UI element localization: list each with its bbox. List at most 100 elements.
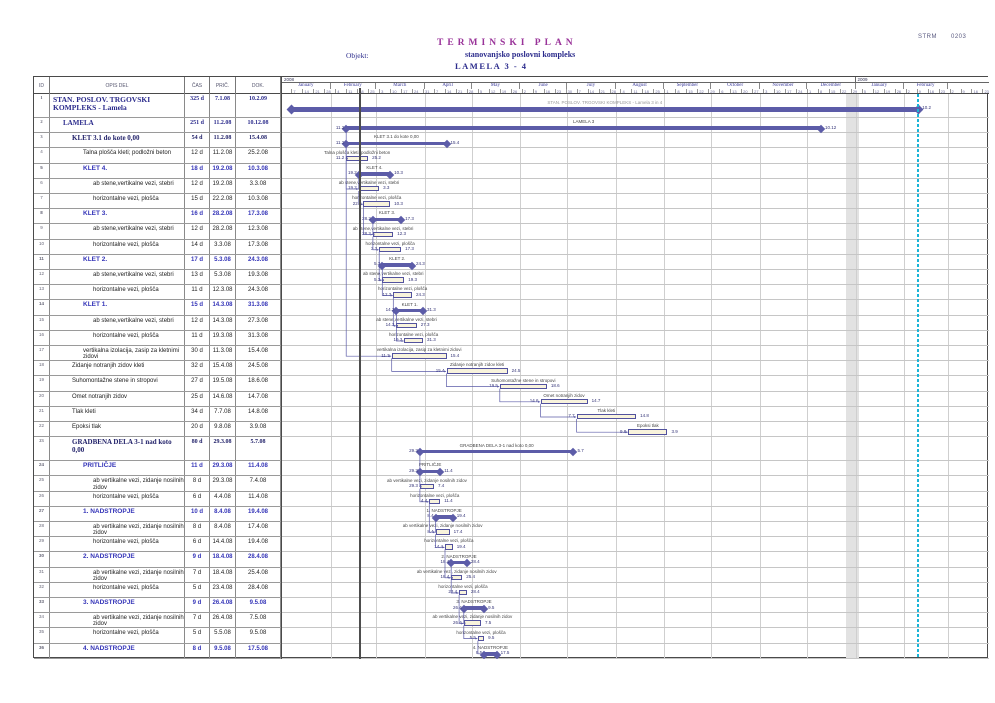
duration: 14 d — [185, 239, 210, 254]
gantt-task-bar[interactable] — [576, 413, 637, 420]
table-row[interactable]: 10 horizontalne vezi, plošča 14 d 3.3.08 17.… — [34, 239, 281, 255]
table-row[interactable]: 18 Zidanje notranjih zidov kleti 32 d 15.4.… — [34, 361, 281, 377]
table-row[interactable]: 27 1. NADSTROPJE 10 d 8.4.08 19.4.08 — [34, 506, 281, 522]
duration: 17 d — [185, 254, 210, 269]
gantt-task-bar[interactable] — [499, 383, 547, 390]
table-row[interactable]: 6 ab stene,vertikalne vezi, stebri 12 d 19.… — [34, 178, 281, 194]
gantt-task-bar[interactable] — [346, 155, 369, 162]
gantt-task-bar[interactable] — [429, 498, 441, 505]
task-name: horizontalne vezi, plošča — [50, 537, 185, 552]
table-row[interactable]: 12 ab stene,vertikalne vezi, stebri 13 d 5.… — [34, 270, 281, 286]
table-row[interactable]: 30 2. NADSTROPJE 9 d 18.4.08 28.4.08 — [34, 552, 281, 568]
gantt-summary-bar[interactable] — [435, 515, 453, 519]
table-row[interactable]: 34 ab vertikalne vezi, zidanje nosilnih z… — [34, 613, 281, 629]
column-header-3: ČAS — [185, 77, 210, 94]
gantt-summary-bar[interactable] — [291, 106, 919, 112]
table-row[interactable]: 36 4. NADSTROPJE 8 d 9.5.08 17.5.08 — [34, 643, 281, 659]
table-row[interactable]: 7 horizontalne vezi, plošča 15 d 22.2.08 10.… — [34, 194, 281, 210]
gantt-task-bar[interactable] — [404, 337, 424, 344]
end-date: 7.5.08 — [236, 613, 281, 628]
gantt-summary-bar[interactable] — [419, 449, 574, 454]
week-tick: 25 — [653, 89, 664, 93]
milestone-diamond[interactable] — [479, 604, 489, 614]
table-row[interactable]: 22 Epoksi tlak 20 d 9.8.08 3.9.08 — [34, 422, 281, 438]
table-row[interactable]: 11 KLET 2. 17 d 5.3.08 24.3.08 — [34, 254, 281, 270]
milestone-diamond[interactable] — [407, 261, 417, 271]
table-row[interactable]: 24 PRITLIČJE 11 d 29.3.08 11.4.08 — [34, 461, 281, 477]
gantt-task-bar[interactable] — [435, 529, 450, 535]
table-row[interactable]: 5 KLET 4. 18 d 19.2.08 10.3.08 — [34, 163, 281, 179]
gantt-task-bar[interactable] — [396, 322, 417, 329]
milestone-diamond[interactable] — [418, 307, 428, 316]
table-row[interactable]: 16 horizontalne vezi, plošča 11 d 19.3.08 31… — [34, 330, 281, 346]
gantt-task-bar[interactable] — [540, 398, 588, 405]
gantt-task-bar[interactable] — [379, 246, 402, 253]
table-row[interactable]: 2 LAMELA 251 d 11.2.08 10.12.08 — [34, 118, 281, 134]
gantt-task-bar[interactable] — [459, 589, 467, 596]
gantt-summary-bar[interactable] — [396, 308, 424, 313]
table-row[interactable]: 17 vertikalna izolacija, zasip za kletnim… — [34, 346, 281, 362]
gantt-task-bar[interactable] — [372, 231, 394, 238]
table-row[interactable]: 33 3. NADSTROPJE 9 d 26.4.08 9.5.08 — [34, 598, 281, 614]
milestone-diamond[interactable] — [396, 215, 406, 225]
bar-end-label: 15.4 — [450, 352, 460, 358]
gantt-summary-bar[interactable] — [463, 606, 485, 610]
table-row[interactable]: 3 KLET 3.1 do kote 0,00 54 d 11.2.08 15.4.08 — [34, 133, 281, 149]
gantt-task-bar[interactable] — [628, 429, 668, 435]
gantt-chart-area[interactable]: STAN. POSLOV. TRGOVSKI KOMPLEKS - Lamela… — [281, 94, 989, 659]
milestone-diamond[interactable] — [816, 124, 826, 134]
row-id: 3 — [34, 133, 50, 148]
end-date: 24.5.08 — [236, 361, 281, 376]
table-row[interactable]: 35 horizontalne vezi, plošča 5 d 5.5.08 9.5.… — [34, 628, 281, 644]
table-row[interactable]: 14 KLET 1. 15 d 14.3.08 31.3.08 — [34, 300, 281, 316]
milestone-diamond[interactable] — [569, 448, 578, 457]
table-row[interactable]: 23 GRADBENA DELA 3-1 nad koto 0,00 80 d 29.… — [34, 437, 281, 462]
bar-end-label: 10.3 — [394, 200, 403, 206]
table-row[interactable]: 8 KLET 3. 16 d 28.2.08 17.3.08 — [34, 209, 281, 225]
duration: 12 d — [185, 178, 210, 193]
gantt-task-bar[interactable] — [419, 483, 434, 490]
end-date: 17.3.08 — [236, 239, 281, 254]
task-name: horizontalne vezi, plošča — [50, 628, 185, 643]
gantt-row: horizontalne vezi, plošča 4.4 11.4 — [282, 492, 989, 507]
table-row[interactable]: 19 Suhomontažne stene in stropovi 27 d 19.5… — [34, 376, 281, 392]
start-date: 4.4.08 — [210, 491, 236, 506]
table-row[interactable]: 32 horizontalne vezi, plošča 5 d 23.4.08 28.… — [34, 582, 281, 598]
month-label: May — [472, 83, 521, 89]
milestone-diamond[interactable] — [462, 559, 472, 568]
gantt-summary-bar[interactable] — [346, 126, 822, 130]
task-name: KLET 4. — [50, 163, 185, 178]
table-row[interactable]: 26 horizontalne vezi, plošča 6 d 4.4.08 11.4… — [34, 491, 281, 507]
table-row[interactable]: 31 ab vertikalne vezi, zidanje nosilnih z… — [34, 567, 281, 583]
bar-end-label: 28.4 — [470, 589, 480, 595]
gantt-summary-bar[interactable] — [451, 560, 467, 565]
gantt-summary-bar[interactable] — [382, 263, 413, 267]
duration: 12 d — [185, 224, 210, 239]
table-row[interactable]: 20 Omet notranjih zidov 25 d 14.6.08 14.7.08 — [34, 391, 281, 407]
gantt-task-bar[interactable] — [451, 574, 463, 581]
table-row[interactable]: 1 STAN. POSLOV. TRGOVSKI KOMPLEKS - Lamel… — [34, 94, 281, 118]
table-row[interactable]: 15 ab stene,vertikalne vezi, stebri 12 d 14… — [34, 315, 281, 331]
gantt-summary-bar[interactable] — [346, 141, 447, 146]
gantt-task-bar[interactable] — [358, 185, 380, 192]
gantt-task-bar[interactable] — [393, 292, 413, 298]
gantt-task-bar[interactable] — [391, 353, 447, 359]
gantt-summary-bar[interactable] — [484, 651, 497, 656]
table-row[interactable]: 9 ab stene,vertikalne vezi, stebri 12 d 28.… — [34, 224, 281, 240]
table-row[interactable]: 21 Tlak kleti 34 d 7.7.08 14.8.08 — [34, 406, 281, 422]
gantt-task-bar[interactable] — [363, 201, 391, 207]
table-row[interactable]: 29 horizontalne vezi, plošča 6 d 14.4.08 19.… — [34, 537, 281, 553]
table-row[interactable]: 25 ab vertikalne vezi, zidanje nosilnih z… — [34, 476, 281, 492]
gantt-task-bar[interactable] — [477, 635, 485, 642]
gantt-task-bar[interactable] — [463, 620, 481, 626]
milestone-diamond[interactable] — [436, 467, 445, 477]
week-tick: 1 — [806, 89, 818, 93]
table-row[interactable]: 13 horizontalne vezi, plošča 11 d 12.3.08 24… — [34, 285, 281, 301]
month-label: September — [664, 83, 712, 89]
gantt-task-bar[interactable] — [444, 544, 453, 550]
gantt-task-bar[interactable] — [382, 277, 405, 283]
gantt-task-bar[interactable] — [446, 368, 508, 374]
table-row[interactable]: 28 ab vertikalne vezi, zidanje nosilnih z… — [34, 522, 281, 538]
gantt-summary-bar[interactable] — [419, 469, 441, 474]
